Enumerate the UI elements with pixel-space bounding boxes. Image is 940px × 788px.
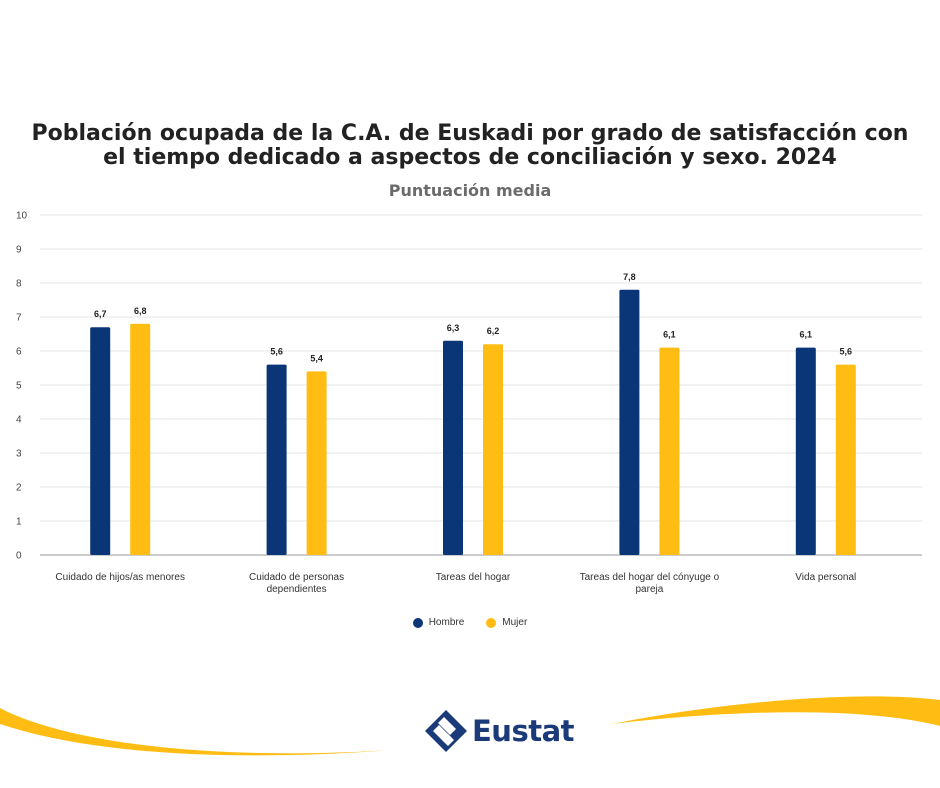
y-tick-label: 9 <box>16 245 22 256</box>
y-tick-label: 8 <box>16 279 22 290</box>
x-category-label: dependientes <box>267 584 327 595</box>
data-label: 5,4 <box>310 353 323 363</box>
bar-hombre <box>443 340 463 555</box>
data-label: 6,1 <box>663 330 676 340</box>
legend-label-hombre: Hombre <box>428 617 465 628</box>
y-tick-label: 10 <box>16 211 28 222</box>
footer-swoosh-decoration <box>0 696 940 756</box>
data-label: 6,8 <box>134 306 147 316</box>
legend-marker-hombre <box>412 617 423 628</box>
swoosh-left <box>0 708 392 756</box>
data-label: 6,2 <box>487 326 500 336</box>
x-category-label: Vida personal <box>795 572 856 583</box>
data-label: 7,8 <box>623 272 636 282</box>
x-category-label: Tareas del hogar <box>436 572 511 583</box>
y-tick-label: 0 <box>16 551 22 562</box>
bar-mujer <box>835 364 856 555</box>
bar-hombre <box>266 364 287 555</box>
legend-label-mujer: Mujer <box>502 617 528 628</box>
chart-title-line-1: Población ocupada de la C.A. de Euskadi … <box>31 121 909 146</box>
y-tick-label: 1 <box>16 517 22 528</box>
data-label: 6,1 <box>800 330 813 340</box>
x-category-label: Cuidado de hijos/as menores <box>55 572 185 583</box>
chart-subtitle: Puntuación media <box>388 181 552 200</box>
y-tick-label: 2 <box>16 483 22 494</box>
data-label: 5,6 <box>270 347 283 357</box>
swoosh-right <box>612 696 940 726</box>
y-tick-label: 7 <box>16 313 22 324</box>
x-category-label: Cuidado de personas <box>249 572 344 583</box>
bar-hombre <box>90 327 111 555</box>
legend-item-hombre[interactable]: Hombre <box>412 617 465 628</box>
chart-legend: Hombre Mujer <box>0 617 940 628</box>
legend-marker-mujer <box>486 617 497 628</box>
bar-mujer <box>130 323 151 555</box>
data-label: 6,7 <box>94 309 107 319</box>
bar-mujer <box>659 347 680 555</box>
eustat-logo-icon <box>425 710 467 752</box>
data-label: 6,3 <box>447 323 460 333</box>
bar-chart: 0 1 2 3 4 5 6 7 8 9 10 6,7 6,8 Cuidado de hijos/as me… <box>16 211 922 595</box>
eustat-logo: Eustat <box>424 707 575 755</box>
x-category-label: pareja <box>635 584 663 595</box>
data-label: 5,6 <box>840 347 853 357</box>
y-tick-label: 3 <box>16 449 22 460</box>
chart-title-line-2: el tiempo dedicado a aspectos de concili… <box>103 145 837 170</box>
legend-item-mujer[interactable]: Mujer <box>486 617 527 628</box>
y-tick-label: 6 <box>16 347 22 358</box>
bar-hombre <box>619 289 640 555</box>
chart-title: Población ocupada de la C.A. de Euskadi … <box>0 122 940 170</box>
y-tick-label: 5 <box>16 381 22 392</box>
eustat-logo-text: Eustat <box>472 714 575 748</box>
y-tick-label: 4 <box>16 415 22 426</box>
bar-mujer <box>306 371 327 555</box>
bar-mujer <box>483 344 503 555</box>
x-category-label: Tareas del hogar del cónyuge o <box>580 572 720 583</box>
bar-hombre <box>795 347 816 555</box>
